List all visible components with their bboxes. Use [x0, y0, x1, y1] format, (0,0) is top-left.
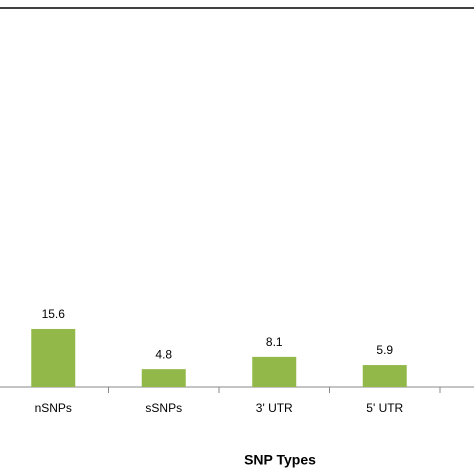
bar: [31, 328, 76, 387]
value-label: 8.1: [266, 335, 283, 349]
x-tick-label: sSNPs: [145, 401, 182, 415]
value-label: 5.9: [376, 343, 393, 357]
value-label: 4.8: [155, 347, 172, 361]
bar: [252, 356, 297, 387]
bar: [141, 369, 186, 387]
value-label: 15.6: [42, 307, 66, 321]
x-axis-title: SNP Types: [244, 452, 316, 468]
bar: [362, 365, 407, 387]
x-tick-label: 5' UTR: [366, 401, 403, 415]
x-tick-label: nSNPs: [35, 401, 72, 415]
x-tick-label: 3' UTR: [256, 401, 293, 415]
